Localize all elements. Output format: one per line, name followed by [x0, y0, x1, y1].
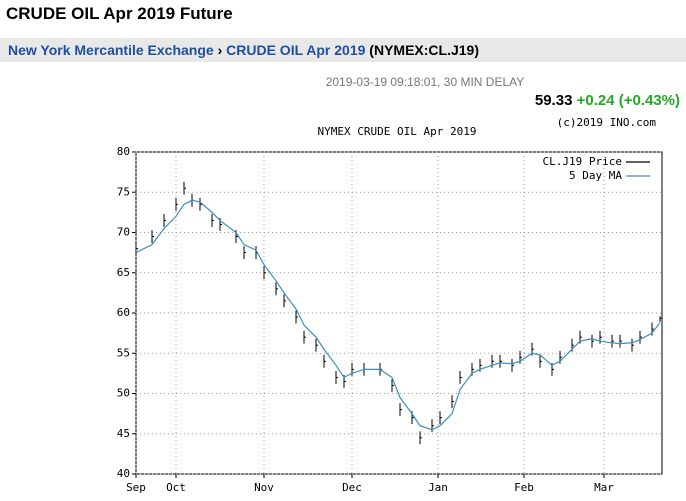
quote: 59.33 +0.24 (+0.43%) [535, 92, 680, 109]
x-tick-label: Nov [254, 481, 274, 494]
change: +0.24 (+0.43%) [576, 92, 680, 109]
x-tick-label: Oct [166, 481, 186, 494]
x-tick-label: Mar [594, 481, 614, 494]
legend-label: 5 Day MA [569, 169, 622, 182]
y-tick-label: 55 [117, 346, 130, 359]
y-tick-label: 80 [117, 145, 130, 158]
timestamp: 2019-03-19 09:18:01, 30 MIN DELAY [325, 75, 525, 89]
y-tick-label: 75 [117, 185, 130, 198]
y-tick-label: 70 [117, 226, 130, 239]
ma-line [135, 199, 661, 431]
breadcrumb: New York Mercantile Exchange › CRUDE OIL… [0, 38, 686, 62]
chart-title: NYMEX CRUDE OIL Apr 2019 [318, 125, 477, 138]
copyright: (c)2019 INO.com [556, 116, 656, 129]
y-tick-label: 40 [117, 467, 130, 480]
y-tick-label: 50 [117, 387, 130, 400]
breadcrumb-link[interactable]: CRUDE OIL Apr 2019 [226, 42, 366, 58]
page-title: CRUDE OIL Apr 2019 Future [6, 4, 233, 23]
y-tick-label: 60 [117, 306, 130, 319]
price: 59.33 [534, 92, 573, 109]
legend-label: CL.J19 Price [543, 155, 622, 168]
y-tick-label: 45 [117, 427, 130, 440]
x-tick-label: Sep [126, 481, 146, 494]
symbol: (NYMEX:CL.J19) [369, 42, 479, 58]
x-tick-label: Feb [514, 481, 534, 494]
plot-frame [135, 151, 663, 475]
x-tick-label: Jan [428, 481, 448, 494]
breadcrumb-separator: › [217, 42, 223, 58]
breadcrumb-link[interactable]: New York Mercantile Exchange [8, 42, 214, 58]
y-tick-label: 65 [117, 266, 130, 279]
x-tick-label: Dec [342, 481, 362, 494]
